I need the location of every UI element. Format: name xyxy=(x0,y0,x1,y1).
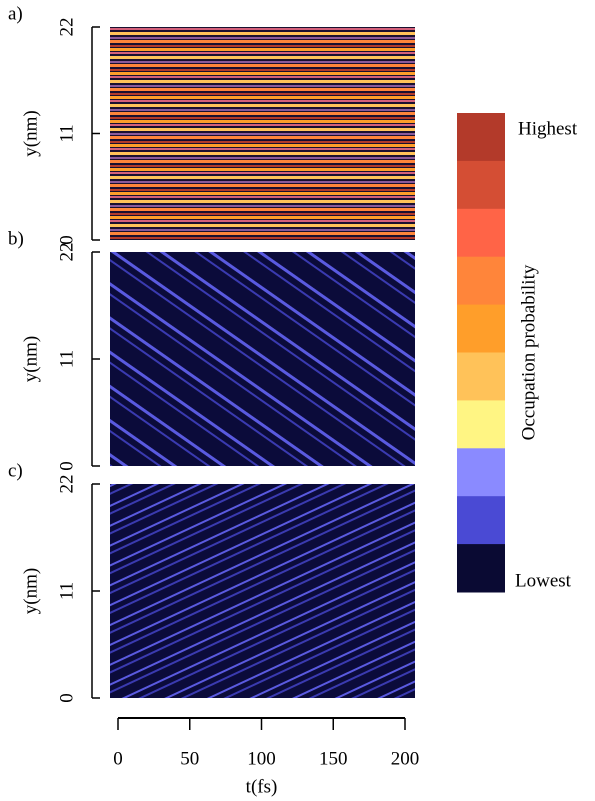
heatmap xyxy=(110,27,415,240)
colorbar-swatch xyxy=(457,256,505,306)
panel-label: b) xyxy=(8,228,24,249)
y-tick-label: 22 xyxy=(56,475,77,494)
colorbar-swatch xyxy=(457,400,505,449)
colorbar-swatch xyxy=(457,352,505,401)
colorbar-swatch xyxy=(457,113,505,162)
heatmap xyxy=(110,252,415,466)
y-tick-label: 0 xyxy=(56,693,77,703)
colorbar-swatch xyxy=(457,544,505,593)
y-tick-label: 0 xyxy=(56,461,77,471)
y-tick-label: 11 xyxy=(56,582,77,600)
x-tick-label: 50 xyxy=(180,748,199,769)
y-tick-label: 11 xyxy=(56,350,77,368)
x-tick-label: 0 xyxy=(113,748,123,769)
colorbar-swatch xyxy=(457,496,505,545)
panel-label: c) xyxy=(8,460,23,481)
x-tick-label: 150 xyxy=(319,748,348,769)
colorbar-min-label: Lowest xyxy=(515,570,572,591)
colorbar-swatch xyxy=(457,448,505,497)
heatmap xyxy=(110,484,415,698)
colorbar-max-label: Highest xyxy=(518,118,578,139)
y-tick-label: 22 xyxy=(56,18,77,37)
colorbar-label: Occupation probability xyxy=(518,264,539,440)
y-tick-label: 0 xyxy=(56,235,77,245)
panel-label: a) xyxy=(8,3,23,24)
colorbar-swatch xyxy=(457,208,505,258)
y-axis-label: y(nm) xyxy=(20,336,41,382)
colorbar-swatch xyxy=(457,304,505,353)
colorbar-swatch xyxy=(457,160,505,210)
y-tick-label: 11 xyxy=(56,124,77,142)
y-axis-label: y(nm) xyxy=(20,568,41,614)
x-tick-label: 100 xyxy=(247,748,276,769)
x-tick-label: 200 xyxy=(391,748,420,769)
y-axis-label: y(nm) xyxy=(20,110,41,156)
y-tick-label: 22 xyxy=(56,243,77,262)
x-axis-label: t(fs) xyxy=(246,776,278,797)
